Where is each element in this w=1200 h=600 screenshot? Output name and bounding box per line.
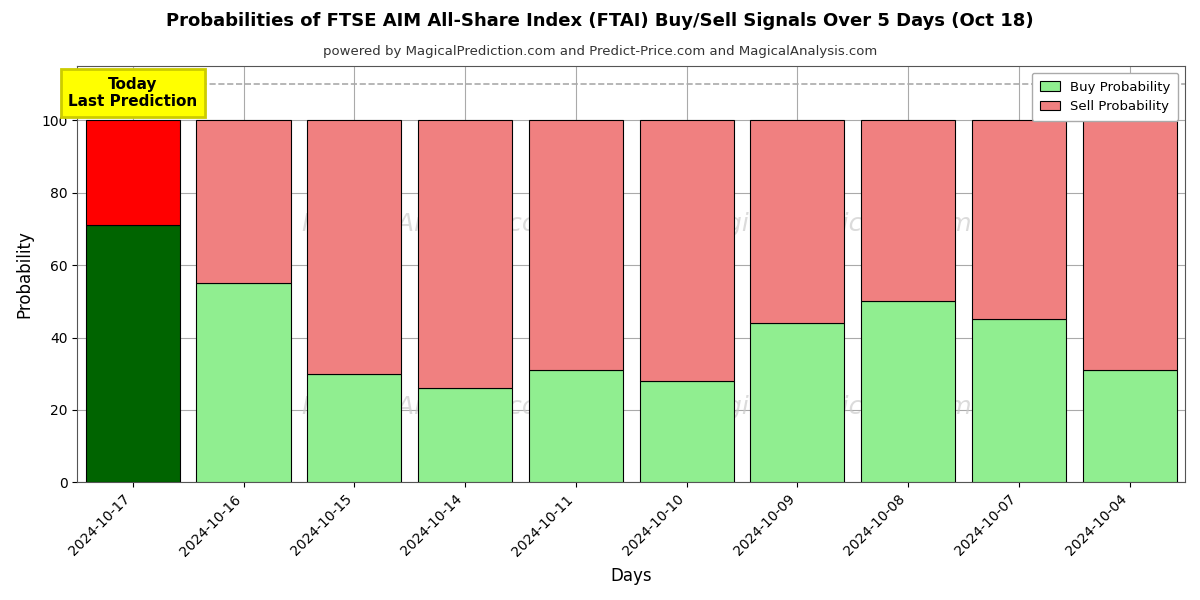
Bar (1082, 121, 1177, 370)
Bar (750, 323, 845, 482)
Bar (529, 121, 623, 370)
Text: powered by MagicalPrediction.com and Predict-Price.com and MagicalAnalysis.com: powered by MagicalPrediction.com and Pre… (323, 45, 877, 58)
Bar (529, 370, 623, 482)
Text: MagicalPrediction.com: MagicalPrediction.com (689, 212, 972, 236)
Bar (972, 319, 1066, 482)
Text: MagicalPrediction.com: MagicalPrediction.com (689, 395, 972, 419)
Bar (85, 121, 180, 226)
Text: MagicalAnalysis.com: MagicalAnalysis.com (301, 212, 562, 236)
Y-axis label: Probability: Probability (14, 230, 32, 318)
Bar (862, 121, 955, 301)
Legend: Buy Probability, Sell Probability: Buy Probability, Sell Probability (1032, 73, 1178, 121)
Bar (1082, 370, 1177, 482)
Bar (197, 283, 290, 482)
Bar (197, 121, 290, 283)
Bar (972, 121, 1066, 319)
Text: Today
Last Prediction: Today Last Prediction (68, 77, 198, 109)
Bar (418, 388, 512, 482)
Text: MagicalAnalysis.com: MagicalAnalysis.com (301, 395, 562, 419)
Bar (85, 226, 180, 482)
Bar (640, 381, 733, 482)
Bar (418, 121, 512, 388)
Text: Probabilities of FTSE AIM All-Share Index (FTAI) Buy/Sell Signals Over 5 Days (O: Probabilities of FTSE AIM All-Share Inde… (166, 12, 1034, 30)
Bar (750, 121, 845, 323)
X-axis label: Days: Days (611, 567, 652, 585)
Bar (862, 301, 955, 482)
Bar (307, 121, 401, 374)
Bar (307, 374, 401, 482)
Bar (640, 121, 733, 381)
